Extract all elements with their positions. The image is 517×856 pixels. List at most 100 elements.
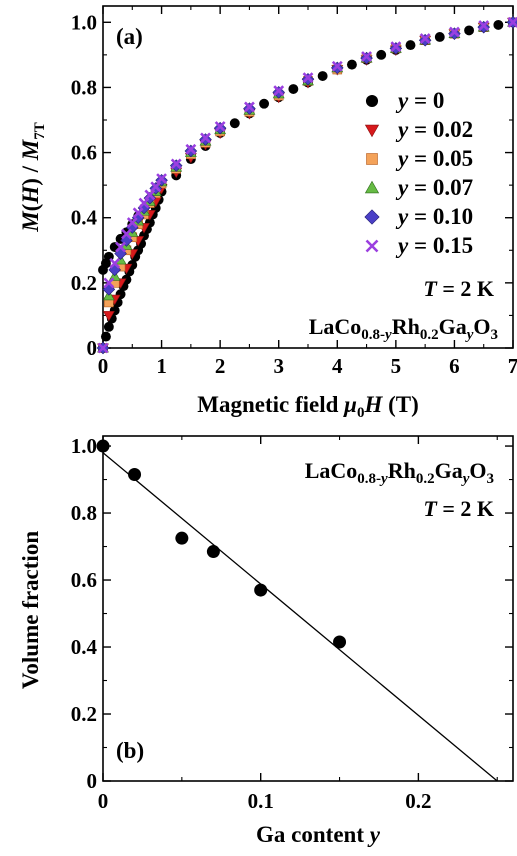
panel-b-frame (102, 435, 514, 782)
data-point (128, 468, 142, 482)
data-point (103, 277, 115, 289)
data-point (103, 321, 114, 332)
legend-marker (364, 209, 380, 225)
panel-b-compound: LaCo0.8-yRh0.2GayO3 (305, 458, 494, 487)
data-point (156, 173, 167, 185)
data-point (115, 241, 126, 253)
panel-b-ytick-label: 0.4 (71, 635, 98, 659)
panel-a-ticks: 0 1 2 3 4 5 6 7 0 0.2 0.4 0.6 0.8 1.0 (71, 6, 517, 378)
panel-a-temperature: T = 2 K (423, 276, 494, 301)
panel-a-xlabel: Magnetic field μ0H (T) (197, 392, 419, 421)
data-point (507, 16, 517, 28)
legend-label: y = 0.15 (395, 233, 473, 258)
data-point (200, 132, 211, 144)
data-point (229, 118, 240, 129)
data-point (317, 71, 328, 81)
data-point (97, 342, 109, 354)
legend-label: y = 0 (395, 88, 444, 113)
data-point (144, 189, 156, 201)
data-point (259, 98, 270, 109)
legend-marker (364, 124, 380, 138)
panel-a: 0 1 2 3 4 5 6 7 0 0.2 0.4 0.6 0.8 1.0 (a) y = 0 y = 0.… (18, 5, 517, 421)
panel-b-ytick-label: 0 (87, 769, 98, 793)
panel-b-ytick-label: 1.0 (71, 434, 97, 458)
panel-b-ytick-label: 0.6 (71, 568, 97, 592)
data-point (449, 26, 460, 38)
data-point (288, 84, 299, 95)
legend-label: y = 0.10 (395, 204, 473, 229)
panel-b: 0 0.1 0.2 0 0.2 0.4 0.6 0.8 1.0 (b) LaCo0.8-yRh0… (18, 434, 514, 847)
data-point (331, 60, 343, 72)
data-point (96, 439, 110, 453)
legend-marker (365, 94, 379, 108)
panel-b-label: (b) (116, 738, 144, 763)
panel-a-label: (a) (116, 24, 143, 49)
panel-b-ylabel: Volume fraction (18, 531, 43, 689)
data-point (346, 59, 357, 70)
data-point (478, 20, 490, 31)
data-point (419, 33, 431, 44)
data-point (126, 217, 138, 229)
panel-a-xtick-label: 7 (508, 354, 517, 378)
legend-label: y = 0.07 (395, 175, 473, 200)
legend-label: y = 0.02 (395, 117, 473, 142)
panel-a-xtick-label: 5 (391, 354, 402, 378)
legend-marker (366, 153, 378, 165)
data-point (175, 531, 189, 545)
panel-a-ytick-label: 0.4 (71, 206, 98, 230)
panel-a-data (96, 16, 517, 355)
legend-label: y = 0.05 (395, 146, 473, 171)
panel-b-ytick-label: 0.8 (71, 501, 97, 525)
panel-a-xtick-label: 6 (449, 354, 460, 378)
data-point (302, 72, 314, 84)
panel-a-compound: LaCo0.8-yRh0.2GayO3 (309, 314, 498, 343)
panel-b-xlabel: Ga content y (256, 822, 381, 847)
panel-a-ytick-label: 0.6 (71, 141, 97, 165)
data-point (390, 41, 402, 53)
fit-line (102, 452, 498, 782)
data-point (109, 257, 121, 269)
data-point (132, 207, 144, 219)
panel-a-xtick-label: 3 (273, 354, 284, 378)
data-point (254, 583, 268, 597)
data-point (138, 197, 150, 209)
panel-a-legend: y = 0 y = 0.02 y = 0.05 y = 0.07 y = 0.10 y =… (364, 88, 473, 258)
legend-marker (365, 239, 379, 253)
data-point (405, 40, 416, 51)
panel-a-ytick-label: 0 (87, 336, 98, 360)
panel-b-temperature: T = 2 K (423, 496, 494, 521)
data-point (376, 49, 387, 60)
data-point (170, 158, 182, 170)
panel-a-xtick-label: 4 (332, 354, 343, 378)
panel-a-ytick-label: 1.0 (71, 10, 97, 34)
data-point (493, 19, 504, 30)
data-point (434, 31, 445, 42)
series-5 (97, 16, 517, 354)
panel-b-xtick-label: 0.1 (248, 789, 274, 813)
data-point (150, 181, 162, 193)
legend-marker (364, 180, 380, 194)
data-point (121, 228, 132, 240)
panel-a-ylabel: M(H) / M7T (18, 122, 48, 233)
panel-b-ticks: 0 0.1 0.2 0 0.2 0.4 0.6 0.8 1.0 (71, 434, 513, 813)
data-point (100, 331, 111, 342)
data-point (102, 311, 115, 322)
data-point (464, 25, 475, 36)
data-point (214, 121, 226, 132)
data-point (333, 635, 347, 649)
panel-a-ytick-label: 0.2 (71, 271, 97, 295)
data-point (206, 545, 220, 559)
panel-a-xtick-label: 0 (98, 354, 109, 378)
panel-b-xtick-label: 0.2 (405, 789, 431, 813)
data-point (361, 51, 372, 62)
data-point (185, 143, 197, 155)
panel-b-ytick-label: 0.2 (71, 702, 97, 726)
panel-a-ytick-label: 0.8 (71, 75, 97, 99)
panel-b-data (96, 439, 498, 782)
data-point (244, 101, 255, 113)
panel-a-xtick-label: 2 (215, 354, 226, 378)
data-point (98, 264, 108, 275)
panel-a-xtick-label: 1 (156, 354, 167, 378)
data-point (273, 85, 285, 97)
